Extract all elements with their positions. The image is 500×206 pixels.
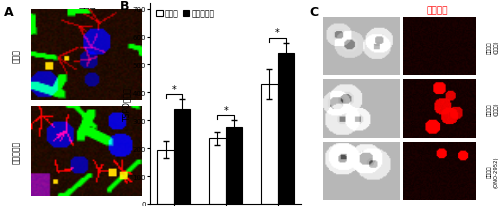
Text: 扁桃体: 扁桃体 [78, 6, 96, 16]
Bar [209, 139, 226, 204]
Bar [226, 128, 242, 204]
Text: (ミトコンドリア): (ミトコンドリア) [417, 30, 459, 39]
Text: C: C [310, 6, 318, 19]
Text: 封激あり
(ONO-2952): 封激あり (ONO-2952) [487, 155, 498, 187]
Text: 活性酸素: 活性酸素 [427, 6, 448, 15]
Text: A: A [4, 6, 14, 19]
Text: 封激あり
(対照群): 封激あり (対照群) [487, 102, 498, 116]
Text: 核: 核 [94, 184, 98, 190]
Bar [174, 110, 190, 204]
Bar [278, 54, 294, 204]
Text: TSPO: TSPO [34, 175, 50, 180]
Text: ストレス群: ストレス群 [12, 140, 21, 164]
Text: B: B [120, 0, 130, 13]
Bar [157, 150, 174, 204]
Legend: 対照群, ストレス群: 対照群, ストレス群 [154, 8, 216, 20]
Text: 封激なし
(対照群): 封激なし (対照群) [487, 40, 498, 54]
Bar [261, 85, 278, 204]
Text: *: * [224, 105, 228, 115]
Text: ミクログリア: ミクログリア [34, 184, 56, 190]
Text: 対照群: 対照群 [12, 49, 21, 63]
Text: *: * [172, 84, 176, 94]
Y-axis label: TSPO発現量: TSPO発現量 [122, 87, 132, 121]
Text: *: * [275, 28, 280, 38]
